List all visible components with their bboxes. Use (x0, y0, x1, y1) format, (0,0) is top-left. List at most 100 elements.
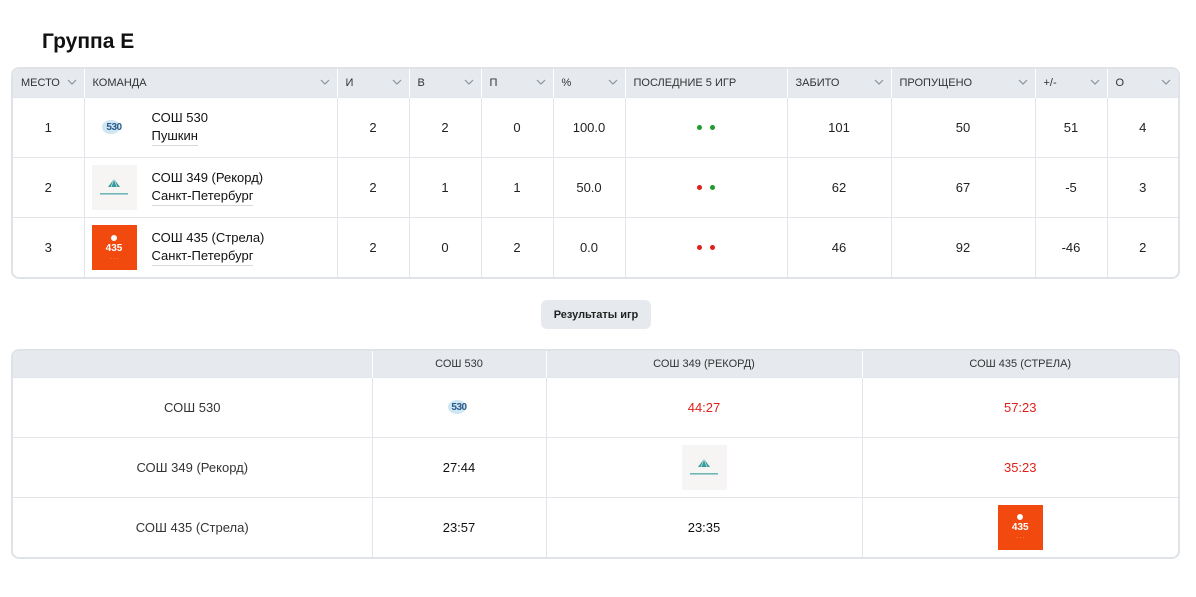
school-435-logo: 435 · · · (91, 225, 137, 271)
goal-diff: 51 (1034, 96, 1107, 157)
results-row-label: СОШ 435 (Стрела) (13, 496, 372, 557)
col-label: % (561, 76, 572, 89)
col-label: П (489, 76, 498, 89)
chevron-down-icon[interactable] (1161, 77, 1171, 87)
place: 3 (13, 216, 84, 277)
col-header-team[interactable]: КОМАНДА (83, 69, 337, 97)
wins: 0 (408, 216, 481, 277)
loss-dot-icon (697, 184, 702, 190)
score-cell[interactable]: 27:44 (371, 436, 546, 497)
chevron-down-icon[interactable] (608, 77, 618, 87)
chevron-down-icon[interactable] (874, 77, 884, 87)
losses: 0 (480, 96, 553, 157)
col-header-last5: ПОСЛЕДНИЕ 5 ИГР (624, 69, 787, 97)
results-self-cell: 530 (371, 376, 546, 437)
win-percent: 100.0 (552, 96, 625, 157)
school-530-logo: 530 (439, 387, 479, 427)
results-row-label: СОШ 530 (13, 376, 372, 437)
table-row: 2 СОШ 349 (Рекорд) Санкт-Петербург 2 (13, 156, 1178, 217)
games: 2 (336, 156, 409, 217)
results-self-cell (545, 436, 862, 497)
loss-dot-icon (710, 245, 715, 251)
table-row: СОШ 530 530 44:27 57:23 (13, 376, 1178, 437)
col-header-conceded[interactable]: ПРОПУЩЕНО (890, 69, 1035, 97)
wins: 2 (408, 96, 481, 157)
col-label: МЕСТО (21, 76, 60, 89)
col-label: В (417, 76, 425, 89)
team-cell[interactable]: 435 · · · СОШ 435 (Стрела) Санкт-Петербу… (83, 216, 337, 277)
school-349-logo (91, 164, 137, 210)
col-header-wins[interactable]: В (408, 69, 481, 97)
results-matrix: СОШ 530 СОШ 349 (РЕКОРД) СОШ 435 (СТРЕЛА… (11, 349, 1180, 559)
results-button[interactable]: Результаты игр (541, 300, 651, 329)
place: 1 (13, 96, 84, 157)
table-row: 1 530 СОШ 530 Пушкин 2 2 0 100.0 101 (13, 96, 1178, 157)
school-349-logo (681, 444, 727, 490)
results-corner-header (13, 351, 372, 377)
team-city: Санкт-Петербург (151, 187, 254, 206)
win-percent: 50.0 (552, 156, 625, 217)
team-city: Санкт-Петербург (151, 247, 254, 267)
col-label: И (345, 76, 354, 89)
chevron-down-icon[interactable] (536, 77, 546, 87)
last-5-games (624, 216, 787, 277)
win-percent: 0.0 (552, 216, 625, 277)
points: 2 (1106, 216, 1178, 277)
wins: 1 (408, 156, 481, 217)
team-name[interactable]: СОШ 530 (151, 109, 208, 125)
chevron-down-icon[interactable] (1018, 77, 1028, 87)
chevron-down-icon[interactable] (1090, 77, 1100, 87)
games: 2 (336, 96, 409, 157)
last-5-games (624, 156, 787, 217)
points: 3 (1106, 156, 1178, 217)
losses: 1 (480, 156, 553, 217)
goal-diff: -46 (1034, 216, 1107, 277)
team-cell[interactable]: 530 СОШ 530 Пушкин (83, 96, 337, 157)
col-header-scored[interactable]: ЗАБИТО (786, 69, 891, 97)
loss-dot-icon (697, 245, 702, 251)
table-row: СОШ 349 (Рекорд) 27:44 35:23 (13, 436, 1178, 497)
col-header-losses[interactable]: П (480, 69, 553, 97)
col-label: ЗАБИТО (795, 76, 840, 89)
chevron-down-icon[interactable] (320, 77, 330, 87)
chevron-down-icon[interactable] (464, 77, 474, 87)
points: 4 (1106, 96, 1178, 157)
goal-diff: -5 (1034, 156, 1107, 217)
group-title: Группа Е (42, 30, 135, 53)
results-col-header: СОШ 435 (СТРЕЛА) (861, 351, 1178, 377)
table-row: 3 435 · · · СОШ 435 (Стрела) Санкт-Петер… (13, 216, 1178, 277)
col-label: +/- (1043, 76, 1057, 89)
col-header-diff[interactable]: +/- (1034, 69, 1107, 97)
school-530-logo: 530 (92, 105, 137, 150)
win-dot-icon (697, 124, 702, 130)
team-city: Пушкин (151, 127, 198, 146)
col-header-percent[interactable]: % (552, 69, 625, 97)
standings-header-row: МЕСТО КОМАНДА И В П % ПОСЛЕДНИЕ 5 ИГР ЗА… (13, 69, 1178, 97)
col-label: О (1115, 76, 1125, 89)
school-435-logo: 435 · · · (997, 504, 1043, 550)
team-cell[interactable]: СОШ 349 (Рекорд) Санкт-Петербург (83, 156, 337, 217)
conceded: 67 (890, 156, 1035, 217)
col-label: ПРОПУЩЕНО (899, 76, 973, 89)
chevron-down-icon[interactable] (392, 77, 402, 87)
col-header-place[interactable]: МЕСТО (13, 69, 84, 97)
col-label: КОМАНДА (92, 76, 147, 89)
scored: 101 (786, 96, 891, 157)
table-row: СОШ 435 (Стрела) 23:57 23:35 435 · · · (13, 496, 1178, 557)
team-name[interactable]: СОШ 349 (Рекорд) (151, 169, 264, 185)
team-name[interactable]: СОШ 435 (Стрела) (151, 230, 265, 246)
score-cell[interactable]: 44:27 (545, 376, 862, 437)
score-cell[interactable]: 57:23 (861, 376, 1178, 437)
conceded: 92 (890, 216, 1035, 277)
scored: 62 (786, 156, 891, 217)
col-header-games[interactable]: И (336, 69, 409, 97)
score-cell[interactable]: 35:23 (861, 436, 1178, 497)
win-dot-icon (710, 124, 715, 130)
games: 2 (336, 216, 409, 277)
col-label: ПОСЛЕДНИЕ 5 ИГР (633, 76, 737, 89)
chevron-down-icon[interactable] (67, 77, 77, 87)
score-cell[interactable]: 23:57 (371, 496, 546, 557)
place: 2 (13, 156, 84, 217)
score-cell[interactable]: 23:35 (545, 496, 862, 557)
col-header-points[interactable]: О (1106, 69, 1178, 97)
